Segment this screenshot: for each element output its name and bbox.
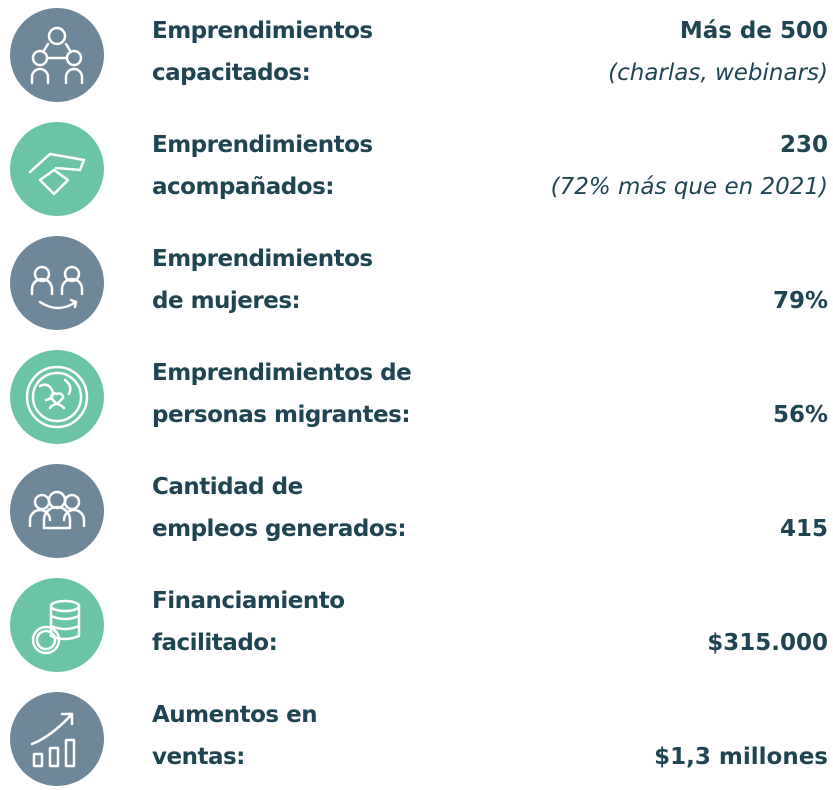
icon-circle xyxy=(10,122,104,216)
stat-row: Emprendimientos capacitados: Más de 500 (ch… xyxy=(0,8,833,124)
stat-row: Financiamiento facilitado: $315.000 xyxy=(0,578,833,694)
stat-value: 230 xyxy=(779,132,828,158)
stat-label: personas migrantes: xyxy=(152,402,411,428)
stat-label: empleos generados: xyxy=(152,516,407,542)
stat-row: Aumentos en ventas: $1,3 millones xyxy=(0,692,833,790)
icon-circle xyxy=(10,350,104,444)
stat-value: Más de 500 xyxy=(679,18,828,44)
icon-circle xyxy=(10,236,104,330)
icon xyxy=(25,365,89,429)
icon xyxy=(30,265,84,310)
stat-label: Emprendimientos xyxy=(152,246,373,272)
icon xyxy=(30,26,84,85)
stat-label: Aumentos en xyxy=(152,702,318,728)
icon xyxy=(31,599,81,655)
icon xyxy=(30,712,76,768)
stat-label: Emprendimientos de xyxy=(152,360,412,386)
stat-label: acompañados: xyxy=(152,174,334,200)
icon-circle xyxy=(10,8,104,102)
stat-row: Emprendimientos acompañados: 230 (72% más q… xyxy=(0,122,833,238)
stat-label: capacitados: xyxy=(152,60,311,86)
stat-note: (charlas, webinars) xyxy=(608,60,828,86)
stat-row: Emprendimientos de mujeres: 79% xyxy=(0,236,833,352)
icon-circle xyxy=(10,692,104,786)
stat-value: 415 xyxy=(779,516,828,542)
stat-label: Emprendimientos xyxy=(152,18,373,44)
stat-label: Financiamiento xyxy=(152,588,345,614)
stat-value: $315.000 xyxy=(707,630,828,656)
stat-label: Cantidad de xyxy=(152,474,303,500)
stat-note: (72% más que en 2021) xyxy=(550,174,828,200)
stat-label: de mujeres: xyxy=(152,288,301,314)
icon-circle xyxy=(10,578,104,672)
stat-row: Cantidad de empleos generados: 415 xyxy=(0,464,833,580)
stat-label: facilitado: xyxy=(152,630,278,656)
stat-row: Emprendimientos de personas migrantes: 56% xyxy=(0,350,833,466)
icon-circle xyxy=(10,464,104,558)
icon xyxy=(28,490,86,530)
stat-value: 79% xyxy=(772,288,828,314)
stat-label: ventas: xyxy=(152,744,245,770)
stat-value: $1,3 millones xyxy=(654,744,828,770)
icon xyxy=(28,152,86,196)
stat-label: Emprendimientos xyxy=(152,132,373,158)
stat-value: 56% xyxy=(772,402,828,428)
